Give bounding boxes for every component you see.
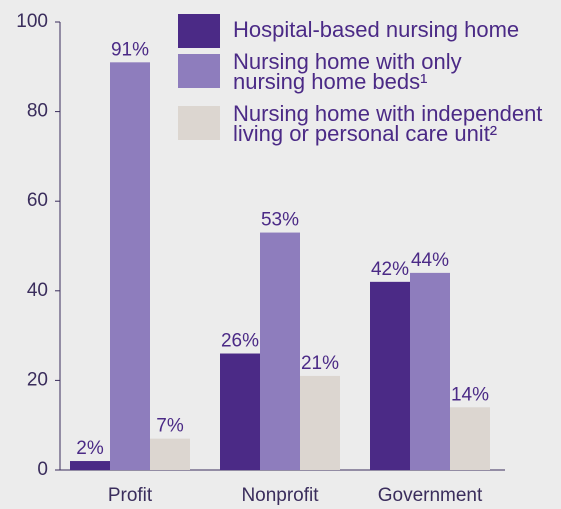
value-label: 21%	[301, 353, 339, 374]
bar	[410, 272, 450, 470]
value-label: 7%	[156, 416, 184, 437]
value-label: 42%	[371, 259, 409, 280]
y-tick-label: 40	[27, 280, 48, 301]
bar	[110, 62, 150, 470]
bar	[260, 232, 300, 470]
bar	[150, 438, 190, 470]
legend-label: Nursing home with only nursing home beds…	[233, 49, 462, 94]
legend-swatch	[178, 14, 220, 48]
legend-entry: Hospital-based nursing home	[178, 12, 561, 48]
x-tick-label: Government	[378, 485, 483, 506]
y-tick-label: 60	[27, 190, 48, 211]
value-label: 14%	[451, 384, 489, 405]
bar	[300, 375, 340, 470]
value-label: 53%	[261, 210, 299, 231]
legend: Hospital-based nursing home Nursing home …	[178, 12, 561, 156]
y-tick-label: 20	[27, 369, 48, 390]
y-tick-label: 0	[37, 459, 48, 480]
legend-swatch	[178, 54, 220, 88]
bar	[370, 281, 410, 470]
bar	[220, 353, 260, 470]
y-tick-label: 80	[27, 101, 48, 122]
x-tick-label: Nonprofit	[241, 485, 319, 506]
legend-label: Hospital-based nursing home	[233, 17, 520, 42]
legend-entry: Nursing home with independent living or …	[178, 101, 561, 146]
value-label: 2%	[76, 438, 104, 459]
value-label: 44%	[411, 250, 449, 271]
legend-label: Nursing home with independent living or …	[233, 101, 543, 146]
value-label: 91%	[111, 39, 149, 60]
legend-swatch	[178, 106, 220, 140]
bar	[70, 461, 110, 470]
legend-entry: Nursing home with only nursing home beds…	[178, 49, 561, 94]
value-label: 26%	[221, 331, 259, 352]
bar	[450, 407, 490, 470]
y-tick-label: 100	[16, 11, 48, 32]
x-tick-label: Profit	[108, 485, 153, 506]
